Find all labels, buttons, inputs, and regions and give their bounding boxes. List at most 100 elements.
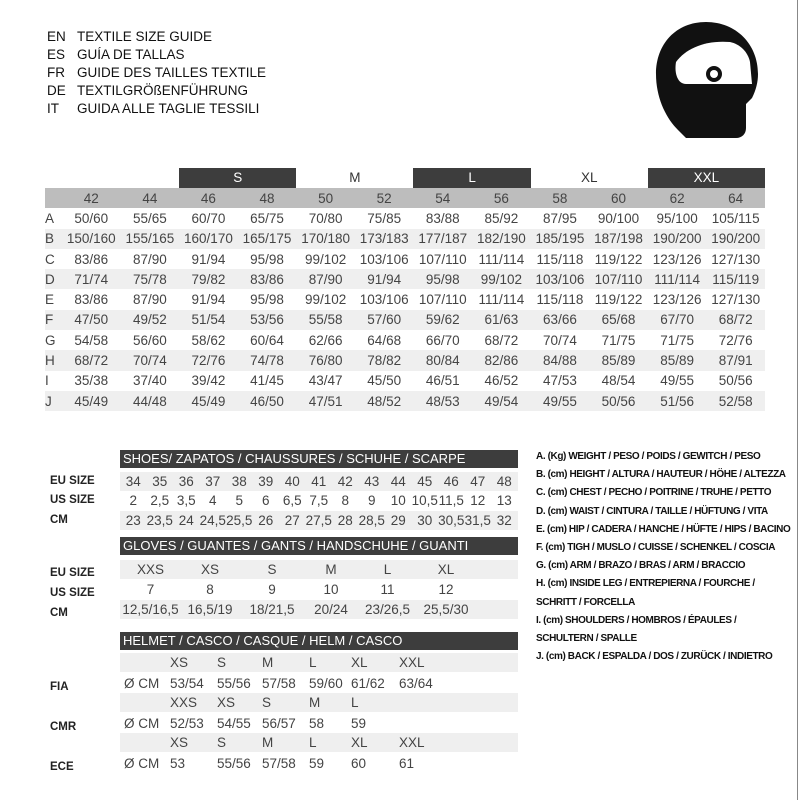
cell: 80/84 [425, 353, 460, 369]
cell: 6,5 [282, 493, 302, 508]
table-row: G 54/58 56/60 58/62 60/64 62/66 64/68 66/70 68/7… [45, 330, 765, 350]
cell: 83/86 [74, 251, 109, 267]
table-row: D 71/74 75/78 79/82 83/86 87/90 91/94 95/98 99/1… [45, 269, 765, 290]
cell: 91/94 [191, 251, 226, 267]
table-row: F 47/50 49/52 51/54 53/56 55/58 57/60 59/62 61/6… [45, 309, 765, 331]
helmet-cm: 61 [399, 756, 415, 771]
helmet-sizes-row: XXS XS S M L [120, 693, 518, 712]
helmet-cm: 57/58 [262, 676, 296, 691]
cell: 95/98 [425, 271, 460, 287]
helmet-size: XS [170, 655, 189, 670]
legend-line: B. (cm) HEIGHT / ALTURA / HAUTEUR / HÖHE… [536, 469, 786, 481]
cell: XS [200, 562, 219, 577]
legend-line: H. (cm) INSIDE LEG / ENTREPIERNA / FOURC… [536, 578, 755, 590]
cell: 55/65 [132, 210, 167, 226]
cell: 95/98 [250, 292, 284, 308]
row-key: F [45, 312, 54, 328]
cell: 44/48 [132, 393, 167, 409]
cell: L [383, 562, 392, 577]
size-group-l: L [413, 168, 531, 188]
cell: 57/60 [367, 312, 402, 328]
cell: 52/58 [718, 393, 753, 409]
cell: 150/160 [66, 231, 116, 247]
helmet-sizes-row: XS S M L XL XXL [120, 733, 518, 752]
cell: 32 [496, 513, 512, 528]
cell: 10 [323, 582, 339, 597]
cell: 30 [417, 513, 433, 528]
helmet-cm-row: Ø CM 53 55/56 57/58 59 60 61 [120, 754, 518, 773]
helmet-size: M [262, 655, 274, 670]
size-group-xxl: XXL [647, 168, 765, 188]
helmet-standard-label: FIA [50, 681, 69, 693]
cell: 63/66 [543, 312, 577, 328]
cell: 23,5 [146, 513, 173, 528]
shoes-header: SHOES/ ZAPATOS / CHAUSSURES / SCHUHE / S… [120, 450, 518, 468]
cell: XXS [136, 562, 164, 577]
title-text: GUÍA DE TALLAS [77, 47, 185, 62]
cell: 40 [284, 474, 300, 489]
shoes-row-label: EU SIZE [50, 475, 95, 487]
cell: 170/180 [301, 231, 351, 247]
cell: 65/75 [250, 210, 284, 226]
size-header: 46 [200, 190, 216, 206]
cell: S [267, 562, 277, 577]
cell: 87/90 [308, 271, 343, 287]
gloves-row-label: US SIZE [50, 587, 95, 599]
cell: 42 [337, 474, 353, 489]
row-key: A [45, 210, 55, 226]
cell: 49/55 [543, 393, 577, 409]
cell: 44 [390, 474, 406, 489]
cell: 48/52 [367, 393, 402, 409]
cell: 55/58 [308, 312, 343, 328]
helmet-cm-row: Ø CM 53/54 55/56 57/58 59/60 61/62 63/64 [120, 674, 518, 693]
table-row: A 50/60 55/65 60/70 65/75 70/80 75/85 83/88 85/9… [45, 208, 765, 228]
helmet-cm: 63/64 [399, 676, 433, 691]
helmet-size: M [262, 735, 274, 750]
cell: 103/106 [359, 251, 409, 267]
language-code: EN [47, 29, 66, 44]
cell: 2,5 [150, 493, 170, 508]
cell: 115/119 [712, 271, 760, 287]
size-group-s: S [179, 168, 297, 188]
helmet-size: XXL [399, 655, 425, 670]
page-border [797, 0, 798, 800]
cell: 68/72 [718, 312, 753, 328]
cell: 49/52 [132, 312, 167, 328]
helmet-size: XXL [399, 735, 425, 750]
cell: 2 [129, 493, 137, 508]
cell: 46/51 [425, 373, 460, 389]
cell: 13 [496, 493, 512, 508]
helmet-size: XS [217, 695, 236, 710]
guide-titles: EN TEXTILE SIZE GUIDE ES GUÍA DE TALLAS FR GU… [47, 28, 266, 118]
cell: 27,5 [305, 513, 332, 528]
legend-line: C. (cm) CHEST / PECHO / POITRINE / TRUHE… [536, 487, 772, 499]
cell: 59/62 [425, 312, 460, 328]
cell: 190/200 [711, 231, 761, 247]
cell: 37 [205, 474, 221, 489]
cell: 127/130 [711, 251, 761, 267]
gloves-row-label: CM [50, 607, 68, 619]
title-line: IT GUIDA ALLE TAGLIE TESSILI [47, 100, 266, 118]
cell: 39/42 [191, 373, 226, 389]
cell: 103/106 [359, 292, 409, 308]
helmet-cm: 52/53 [170, 716, 204, 731]
cell: 79/82 [191, 271, 226, 287]
cell: 177/187 [418, 231, 468, 247]
cell: 185/195 [535, 231, 585, 247]
cell: 9 [367, 493, 376, 508]
cell: 47/51 [308, 393, 343, 409]
title-line: FR GUIDE DES TAILLES TEXTILE [47, 64, 266, 82]
size-header: 42 [83, 190, 99, 206]
cell: 123/126 [652, 292, 702, 308]
cell: 43 [364, 474, 380, 489]
table-row: E 83/86 87/90 91/94 95/98 99/102 103/106 107/11… [45, 289, 765, 309]
helmet-size: L [309, 735, 317, 750]
legend-line: G. (cm) ARM / BRAZO / BRAS / ARM / BRACC… [536, 560, 746, 572]
helmet-cm: 58 [309, 716, 325, 731]
cell: 99/102 [304, 251, 347, 267]
helmet-cm: 55/56 [217, 756, 251, 771]
legend-line: J. (cm) BACK / ESPALDA / DOS / ZURÜCK / … [536, 651, 773, 663]
title-text: GUIDA ALLE TAGLIE TESSILI [77, 101, 260, 116]
cell: 51/54 [191, 312, 226, 328]
cell: 10 [390, 493, 406, 508]
